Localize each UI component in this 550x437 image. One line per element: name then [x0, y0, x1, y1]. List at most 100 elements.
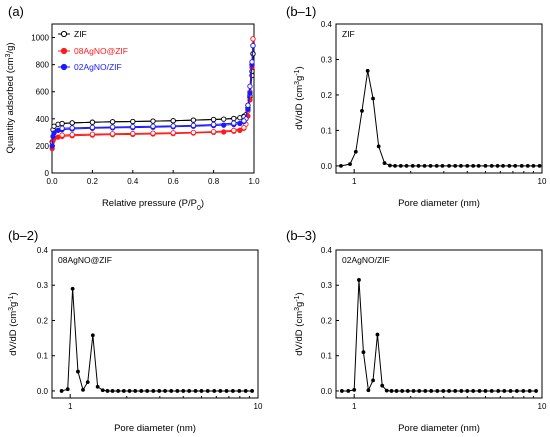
data-point: [361, 350, 366, 355]
data-point: [453, 164, 458, 168]
x-tick-label: 0.8: [208, 177, 220, 186]
data-point: [410, 164, 415, 168]
x-axis-label: Pore diameter (nm): [398, 423, 480, 434]
data-point: [388, 163, 392, 168]
data-point: [170, 123, 176, 129]
data-point: [89, 119, 96, 125]
data-point: [109, 119, 116, 125]
data-point: [150, 118, 156, 124]
data-point: [489, 164, 494, 168]
y-ticks: 1 10 0.0 0.1 0.2 0.3 0.4: [321, 246, 547, 411]
data-point: [508, 389, 513, 393]
data-point: [434, 164, 439, 168]
data-point: [81, 387, 85, 392]
pore-distribution-panel: 1 10 0.0 0.1 0.2 0.3 0.4 02AgNO/ZIF Pore diame…: [294, 246, 547, 434]
series-group: [59, 286, 254, 393]
data-point: [519, 164, 524, 168]
y-tick-label: 0.4: [37, 246, 49, 255]
plot-frame: [335, 23, 543, 174]
data-point: [353, 149, 358, 154]
data-point: [190, 129, 197, 136]
data-point: [49, 143, 55, 149]
data-point: [221, 129, 227, 135]
legend-entry: 08AgNO@ZIF: [58, 46, 128, 56]
data-point: [116, 389, 121, 393]
data-point: [531, 164, 536, 168]
data-point: [190, 117, 197, 123]
data-point: [51, 130, 57, 136]
data-point: [237, 120, 243, 127]
data-point: [89, 124, 96, 131]
pore-distribution-panel: 1 10 0.0 0.1 0.2 0.3 0.4 ZIF Pore diameter (nm…: [294, 20, 547, 209]
data-point: [110, 389, 115, 393]
x-tick-label: 0.0: [46, 177, 58, 186]
data-point: [496, 389, 501, 393]
data-point: [507, 164, 512, 168]
data-point: [365, 68, 370, 73]
data-point: [237, 389, 242, 393]
data-point: [404, 164, 409, 168]
x-tick-label: 1: [352, 177, 357, 186]
data-point: [459, 164, 463, 168]
data-point: [389, 389, 394, 393]
data-point: [210, 129, 217, 135]
data-point: [69, 132, 75, 138]
data-point: [210, 116, 217, 123]
data-point: [247, 90, 253, 96]
legend-marker: [60, 63, 68, 71]
y-ticks: 0.0 0.2 0.4 0.6 0.8 1.0 0 200 400 600 800 1000: [31, 34, 260, 186]
y-axis-label: dV/dD (cm3g-1): [294, 66, 306, 129]
y-tick-label: 0.1: [321, 126, 333, 135]
data-point: [501, 164, 505, 168]
y-axis-label: dV/dD (cm3g-1): [294, 292, 306, 355]
inset-label: 02AgNO/ZIF: [342, 255, 390, 265]
legend-label: ZIF: [74, 29, 87, 39]
data-point: [221, 116, 227, 122]
data-point: [346, 389, 351, 393]
data-point: [151, 389, 156, 393]
data-point: [521, 389, 526, 393]
y-tick-label: 0.3: [321, 281, 333, 290]
x-axis-label: Relative pressure (P/P0): [102, 198, 204, 212]
y-axis-label: dV/dD (cm3g-1): [8, 292, 20, 355]
data-point: [447, 389, 451, 393]
y-tick-label: 0.4: [321, 246, 333, 255]
x-tick-label: 0.6: [168, 177, 180, 186]
data-point: [245, 102, 251, 108]
data-point: [218, 389, 223, 393]
series-line-desorption: [62, 45, 254, 129]
plot-frame: [335, 249, 543, 399]
x-tick-label: 0.2: [87, 177, 99, 186]
data-point: [405, 389, 410, 393]
y-ticks: 1 10 0.0 0.1 0.2 0.3 0.4: [321, 20, 547, 186]
data-point: [241, 118, 247, 124]
inset-label: ZIF: [342, 29, 355, 39]
data-point: [250, 36, 256, 42]
data-point: [212, 389, 217, 393]
series-group: [339, 68, 542, 168]
data-point: [483, 389, 488, 393]
data-point: [393, 164, 397, 168]
y-tick-label: 400: [36, 115, 50, 124]
y-tick-label: 1000: [31, 34, 49, 43]
data-point: [250, 389, 254, 393]
data-point: [130, 118, 136, 125]
y-tick-label: 0.3: [37, 281, 49, 290]
data-point: [175, 389, 180, 393]
data-point: [339, 389, 344, 393]
plot-frame: [51, 23, 255, 174]
data-point: [95, 384, 100, 389]
panel-label-b2: (b–2): [8, 228, 38, 243]
data-point: [525, 164, 530, 168]
panel-label-a: (a): [8, 4, 24, 19]
data-point: [69, 120, 75, 126]
x-tick-label: 1: [68, 402, 73, 411]
data-point: [199, 389, 204, 393]
y-tick-label: 0.2: [37, 316, 49, 325]
data-point: [231, 115, 237, 122]
data-point: [145, 389, 150, 393]
data-point: [382, 161, 387, 165]
data-point: [459, 389, 464, 393]
pore-distribution-panel: 1 10 0.0 0.1 0.2 0.3 0.4 08AgNO@ZIF Pore diame…: [8, 246, 263, 434]
